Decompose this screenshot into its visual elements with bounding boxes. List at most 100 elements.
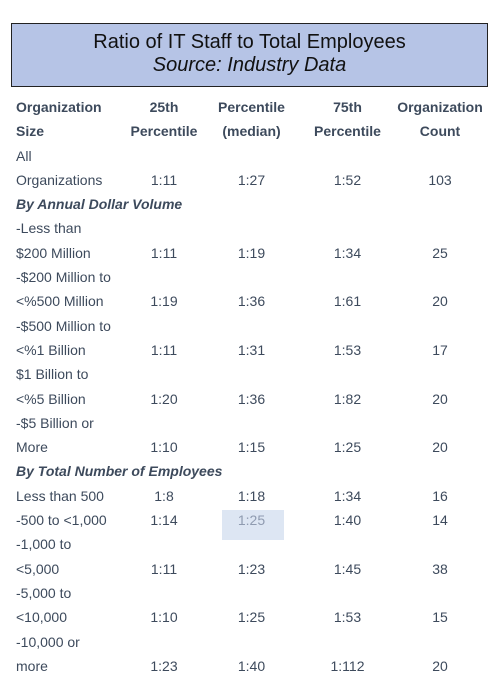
row-label: -$5 Billion or — [16, 414, 94, 431]
title-box: Ratio of IT Staff to Total Employees Sou… — [11, 23, 488, 87]
table-cell: 1:34 — [333, 244, 362, 261]
header-cell: Organization — [16, 99, 102, 115]
header-cell: (median) — [222, 123, 281, 140]
table-cell: 1:20 — [150, 390, 178, 407]
header-cell: 25th — [149, 99, 179, 115]
header-row: Organization 25th Percentile 75th Organi… — [0, 95, 502, 119]
table-row: $200 Million 1:11 1:19 1:34 25 — [0, 241, 502, 265]
highlight-cell-bg — [222, 510, 284, 541]
table-row: -5,000 to — [0, 581, 502, 605]
table-cell: 1:34 — [333, 487, 362, 504]
table-row: -$500 Million to — [0, 314, 502, 338]
table-cell: 1:11 — [150, 560, 178, 577]
row-label: -1,000 to — [16, 536, 72, 553]
table-row: Less than 500 1:8 1:18 1:34 16 — [0, 484, 502, 508]
table-cell: 1:23 — [150, 657, 178, 674]
table-cell: 1:19 — [237, 244, 266, 261]
table-cell: 1:15 — [237, 439, 266, 456]
table-cell: 1:31 — [237, 341, 266, 358]
header-cell: Size — [16, 123, 45, 140]
table-row: <%5 Billion 1:20 1:36 1:82 20 — [0, 387, 502, 411]
header-cell: Percentile — [218, 99, 285, 115]
section-label: By Total Number of Employees — [16, 463, 223, 480]
table-cell: 1:112 — [330, 657, 365, 674]
table-cell: 1:25 — [237, 609, 266, 626]
ratio-table: Organization 25th Percentile 75th Organi… — [0, 95, 502, 678]
row-label: $200 Million — [16, 244, 91, 261]
header-cell: Organization — [397, 99, 483, 115]
row-label: -$200 Million to — [16, 269, 111, 286]
row-label: -5,000 to — [16, 584, 72, 601]
table-cell: 20 — [432, 439, 448, 456]
table-cell: 1:19 — [150, 293, 178, 310]
row-label: <%5 Billion — [16, 390, 86, 407]
table-cell: 20 — [432, 390, 448, 407]
row-label: More — [16, 439, 48, 456]
table-cell: 1:27 — [237, 171, 266, 188]
section-label: By Annual Dollar Volume — [16, 196, 183, 213]
table-cell: 1:11 — [150, 171, 178, 188]
table-row: Organizations 1:11 1:27 1:52 103 — [0, 168, 502, 192]
table-cell: 1:25 — [237, 512, 266, 529]
row-label: All — [16, 147, 32, 164]
table-cell: 1:40 — [237, 657, 266, 674]
table-cell: 14 — [432, 512, 448, 529]
table-cell: 1:10 — [150, 609, 178, 626]
table-cell: 1:53 — [333, 609, 362, 626]
table-cell: 103 — [428, 171, 452, 188]
table-cell: 15 — [432, 609, 448, 626]
header-cell: 75th — [333, 99, 362, 115]
header-cell: Percentile — [130, 123, 198, 140]
table-row: $1 Billion to — [0, 362, 502, 386]
header-row: Size Percentile (median) Percentile Coun… — [0, 119, 502, 143]
table-cell: 1:53 — [333, 341, 362, 358]
row-label: -Less than — [16, 220, 82, 237]
row-label: $1 Billion to — [16, 366, 89, 383]
table-row: All — [0, 144, 502, 168]
table-row: <%1 Billion 1:11 1:31 1:53 17 — [0, 338, 502, 362]
table-cell: 1:36 — [237, 293, 266, 310]
section-row: By Annual Dollar Volume — [0, 192, 502, 216]
section-row: By Total Number of Employees — [0, 459, 502, 483]
table-cell: 1:82 — [333, 390, 362, 407]
table-cell: 1:8 — [154, 487, 174, 504]
table-cell: 1:52 — [333, 171, 362, 188]
header-cell: Percentile — [314, 123, 381, 140]
row-label: Organizations — [16, 171, 103, 188]
row-label: -10,000 or — [16, 633, 80, 650]
table-row: more 1:23 1:40 1:112 20 — [0, 654, 502, 678]
table-cell: 1:36 — [237, 390, 266, 407]
row-label: <%1 Billion — [16, 341, 86, 358]
table-row: -$5 Billion or — [0, 411, 502, 435]
table-cell: 1:14 — [150, 512, 178, 529]
table-cell: 1:10 — [150, 439, 178, 456]
row-label: -$500 Million to — [16, 317, 111, 334]
row-label: <5,000 — [16, 560, 60, 577]
table-cell: 1:18 — [237, 487, 266, 504]
row-label: <10,000 — [16, 609, 67, 626]
table-row: <5,000 1:11 1:23 1:45 38 — [0, 557, 502, 581]
table-cell: 25 — [432, 244, 448, 261]
table-row: -1,000 to — [0, 532, 502, 556]
table-cell: 1:23 — [237, 560, 266, 577]
table-cell: 20 — [432, 657, 448, 674]
header-cell: Count — [419, 123, 461, 140]
source-subtitle: Source: Industry Data — [152, 54, 347, 76]
table-cell: 17 — [432, 341, 448, 358]
table-row: <10,000 1:10 1:25 1:53 15 — [0, 605, 502, 629]
row-label: <%500 Million — [16, 293, 104, 310]
table-cell: 1:25 — [333, 439, 362, 456]
table-cell: 20 — [432, 293, 448, 310]
table-row: More 1:10 1:15 1:25 20 — [0, 435, 502, 459]
table-cell: 1:11 — [150, 244, 178, 261]
table-cell: 1:61 — [333, 293, 362, 310]
table-row: <%500 Million 1:19 1:36 1:61 20 — [0, 289, 502, 313]
row-label: -500 to <1,000 — [16, 512, 107, 529]
table-row: -500 to <1,000 1:14 1:25 1:40 14 — [0, 508, 502, 541]
table-row: -10,000 or — [0, 630, 502, 654]
table-row: -$200 Million to — [0, 265, 502, 289]
table-cell: 1:40 — [333, 512, 362, 529]
table-cell: 38 — [432, 560, 448, 577]
table-cell: 1:11 — [150, 341, 178, 358]
row-label: Less than 500 — [16, 487, 104, 504]
